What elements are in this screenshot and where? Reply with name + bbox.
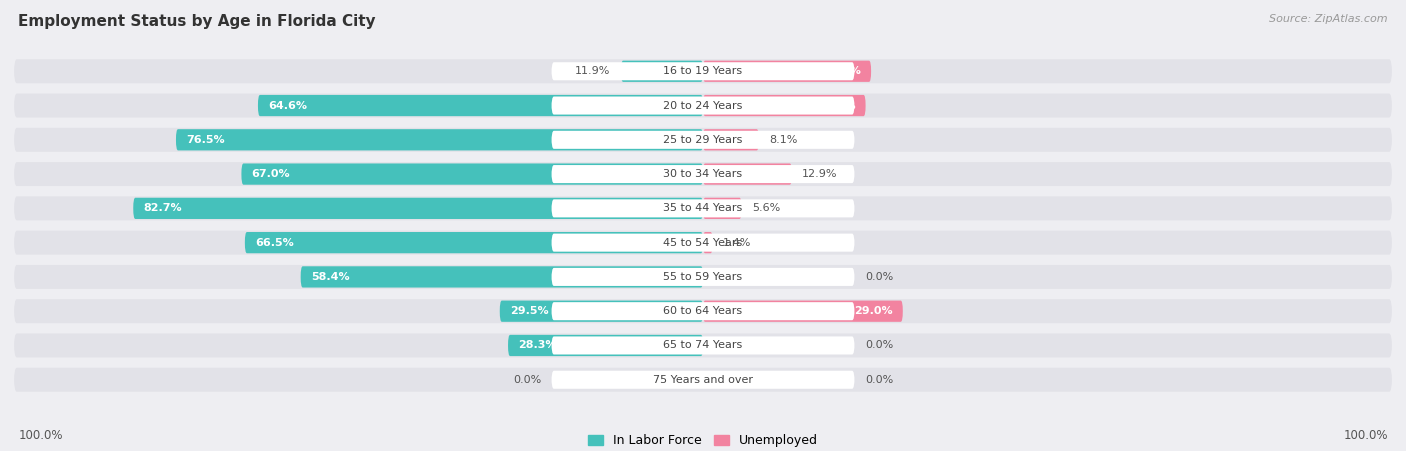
- Text: 8.1%: 8.1%: [769, 135, 797, 145]
- Text: 1.4%: 1.4%: [723, 238, 751, 248]
- Text: 75 Years and over: 75 Years and over: [652, 375, 754, 385]
- FancyBboxPatch shape: [14, 59, 1392, 83]
- FancyBboxPatch shape: [551, 131, 855, 149]
- FancyBboxPatch shape: [703, 198, 741, 219]
- FancyBboxPatch shape: [703, 163, 792, 185]
- Text: 67.0%: 67.0%: [252, 169, 291, 179]
- FancyBboxPatch shape: [134, 198, 703, 219]
- Text: 29.5%: 29.5%: [510, 306, 548, 316]
- FancyBboxPatch shape: [245, 232, 703, 253]
- FancyBboxPatch shape: [14, 230, 1392, 255]
- FancyBboxPatch shape: [14, 196, 1392, 221]
- Text: 82.7%: 82.7%: [143, 203, 183, 213]
- FancyBboxPatch shape: [703, 232, 713, 253]
- Text: 58.4%: 58.4%: [311, 272, 350, 282]
- FancyBboxPatch shape: [301, 266, 703, 288]
- Text: 100.0%: 100.0%: [1343, 429, 1388, 442]
- Text: 29.0%: 29.0%: [853, 306, 893, 316]
- FancyBboxPatch shape: [176, 129, 703, 151]
- Text: 0.0%: 0.0%: [513, 375, 541, 385]
- FancyBboxPatch shape: [703, 60, 872, 82]
- FancyBboxPatch shape: [14, 368, 1392, 392]
- Legend: In Labor Force, Unemployed: In Labor Force, Unemployed: [583, 429, 823, 451]
- FancyBboxPatch shape: [551, 371, 855, 389]
- FancyBboxPatch shape: [14, 333, 1392, 358]
- FancyBboxPatch shape: [14, 128, 1392, 152]
- Text: 12.9%: 12.9%: [803, 169, 838, 179]
- Text: 0.0%: 0.0%: [865, 272, 893, 282]
- Text: 64.6%: 64.6%: [269, 101, 308, 110]
- Text: 0.0%: 0.0%: [865, 341, 893, 350]
- Text: 76.5%: 76.5%: [186, 135, 225, 145]
- Text: 66.5%: 66.5%: [254, 238, 294, 248]
- Text: 5.6%: 5.6%: [752, 203, 780, 213]
- Text: Source: ZipAtlas.com: Source: ZipAtlas.com: [1270, 14, 1388, 23]
- Text: 30 to 34 Years: 30 to 34 Years: [664, 169, 742, 179]
- FancyBboxPatch shape: [551, 97, 855, 115]
- Text: Employment Status by Age in Florida City: Employment Status by Age in Florida City: [18, 14, 375, 28]
- Text: 11.9%: 11.9%: [575, 66, 610, 76]
- Text: 45 to 54 Years: 45 to 54 Years: [664, 238, 742, 248]
- Text: 20 to 24 Years: 20 to 24 Years: [664, 101, 742, 110]
- FancyBboxPatch shape: [551, 199, 855, 217]
- FancyBboxPatch shape: [14, 93, 1392, 118]
- FancyBboxPatch shape: [551, 302, 855, 320]
- FancyBboxPatch shape: [242, 163, 703, 185]
- Text: 60 to 64 Years: 60 to 64 Years: [664, 306, 742, 316]
- Text: 16 to 19 Years: 16 to 19 Years: [664, 66, 742, 76]
- FancyBboxPatch shape: [499, 300, 703, 322]
- FancyBboxPatch shape: [703, 129, 759, 151]
- Text: 65 to 74 Years: 65 to 74 Years: [664, 341, 742, 350]
- FancyBboxPatch shape: [14, 299, 1392, 323]
- FancyBboxPatch shape: [703, 95, 866, 116]
- FancyBboxPatch shape: [257, 95, 703, 116]
- Text: 55 to 59 Years: 55 to 59 Years: [664, 272, 742, 282]
- Text: 23.6%: 23.6%: [817, 101, 855, 110]
- FancyBboxPatch shape: [14, 162, 1392, 186]
- Text: 24.4%: 24.4%: [823, 66, 860, 76]
- FancyBboxPatch shape: [508, 335, 703, 356]
- FancyBboxPatch shape: [703, 300, 903, 322]
- FancyBboxPatch shape: [551, 336, 855, 354]
- FancyBboxPatch shape: [551, 234, 855, 252]
- Text: 0.0%: 0.0%: [865, 375, 893, 385]
- Text: 28.3%: 28.3%: [519, 341, 557, 350]
- FancyBboxPatch shape: [621, 60, 703, 82]
- Text: 35 to 44 Years: 35 to 44 Years: [664, 203, 742, 213]
- Text: 100.0%: 100.0%: [18, 429, 63, 442]
- FancyBboxPatch shape: [551, 62, 855, 80]
- Text: 25 to 29 Years: 25 to 29 Years: [664, 135, 742, 145]
- FancyBboxPatch shape: [14, 265, 1392, 289]
- FancyBboxPatch shape: [551, 268, 855, 286]
- FancyBboxPatch shape: [551, 165, 855, 183]
